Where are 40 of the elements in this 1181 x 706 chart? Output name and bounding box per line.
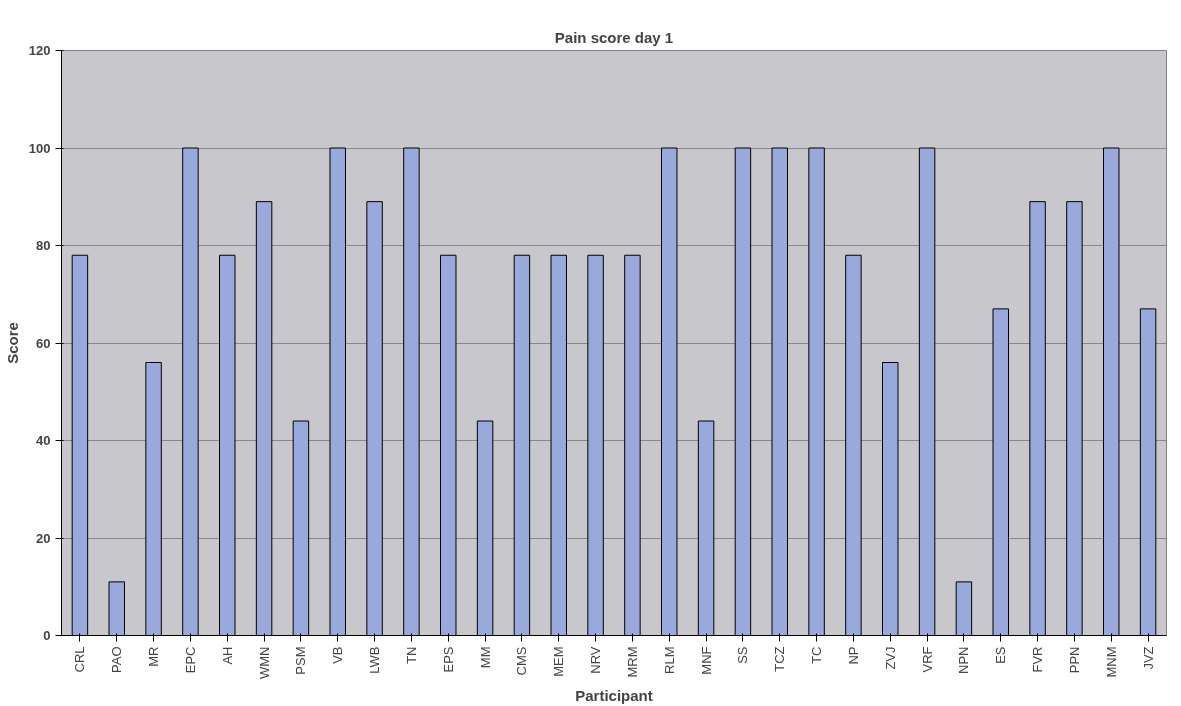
- y-tick-label: 120: [28, 43, 51, 58]
- x-tick-label: EPC: [182, 646, 198, 674]
- x-tick-label: ES: [993, 646, 1009, 664]
- y-tick-label: 0: [43, 628, 51, 643]
- x-tick-label: VRF: [919, 646, 935, 673]
- x-tick-label: CMS: [514, 646, 530, 676]
- y-axis-title: Score: [3, 322, 21, 364]
- x-tick-label: FVR: [1030, 646, 1046, 673]
- x-tick-label: PSM: [293, 646, 309, 675]
- x-tick-label: TC: [809, 646, 825, 664]
- x-tick-label: MR: [146, 646, 162, 667]
- y-tick-label: 40: [36, 433, 51, 448]
- x-tick-label: NP: [845, 646, 861, 665]
- x-tick-label: SS: [735, 646, 751, 664]
- x-tick-label: WMN: [256, 646, 272, 679]
- x-tick-label: TN: [403, 646, 419, 664]
- y-tick-label: 60: [36, 335, 51, 351]
- x-tick-label: RLM: [661, 646, 677, 674]
- x-tick-label: JVZ: [1140, 646, 1156, 670]
- x-tick-label: VB: [330, 646, 346, 664]
- chart-title: Pain score day 1: [554, 28, 674, 46]
- x-axis-title: Participant: [575, 686, 653, 704]
- x-tick-label: PAO: [109, 646, 125, 673]
- x-tick-label: MRM: [624, 646, 640, 678]
- y-tick-label: 100: [28, 140, 51, 156]
- x-tick-label: ZVJ: [882, 646, 898, 670]
- x-tick-label: CRL: [72, 646, 88, 673]
- x-tick-label: NPN: [956, 646, 972, 674]
- x-tick-label: NRV: [588, 646, 604, 674]
- x-tick-label: LWB: [367, 646, 383, 674]
- x-tick-label: MNF: [698, 646, 714, 675]
- x-tick-label: EPS: [440, 646, 456, 673]
- x-tick-label: MEM: [551, 646, 567, 677]
- x-tick-label: MM: [477, 646, 493, 669]
- x-tick-label: MNM: [1103, 646, 1119, 678]
- x-tick-label: TCZ: [772, 646, 788, 672]
- x-tick-label: PPN: [1066, 646, 1082, 674]
- y-tick-label: 80: [36, 238, 51, 253]
- y-tick-label: 20: [36, 530, 51, 546]
- x-tick-label: AH: [219, 646, 235, 665]
